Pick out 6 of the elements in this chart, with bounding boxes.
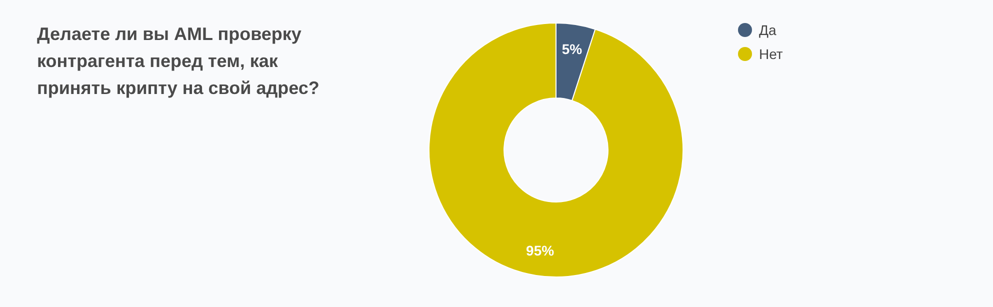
data-label: 95% bbox=[526, 242, 555, 259]
donut-slice bbox=[428, 22, 684, 278]
data-label: 5% bbox=[562, 41, 583, 58]
legend-label: Нет bbox=[759, 46, 784, 62]
legend-label: Да bbox=[759, 22, 776, 38]
text: Делаете ли вы AML проверку контрагента перед тем, как принять крипту на свой адрес? bbox=[37, 24, 320, 98]
